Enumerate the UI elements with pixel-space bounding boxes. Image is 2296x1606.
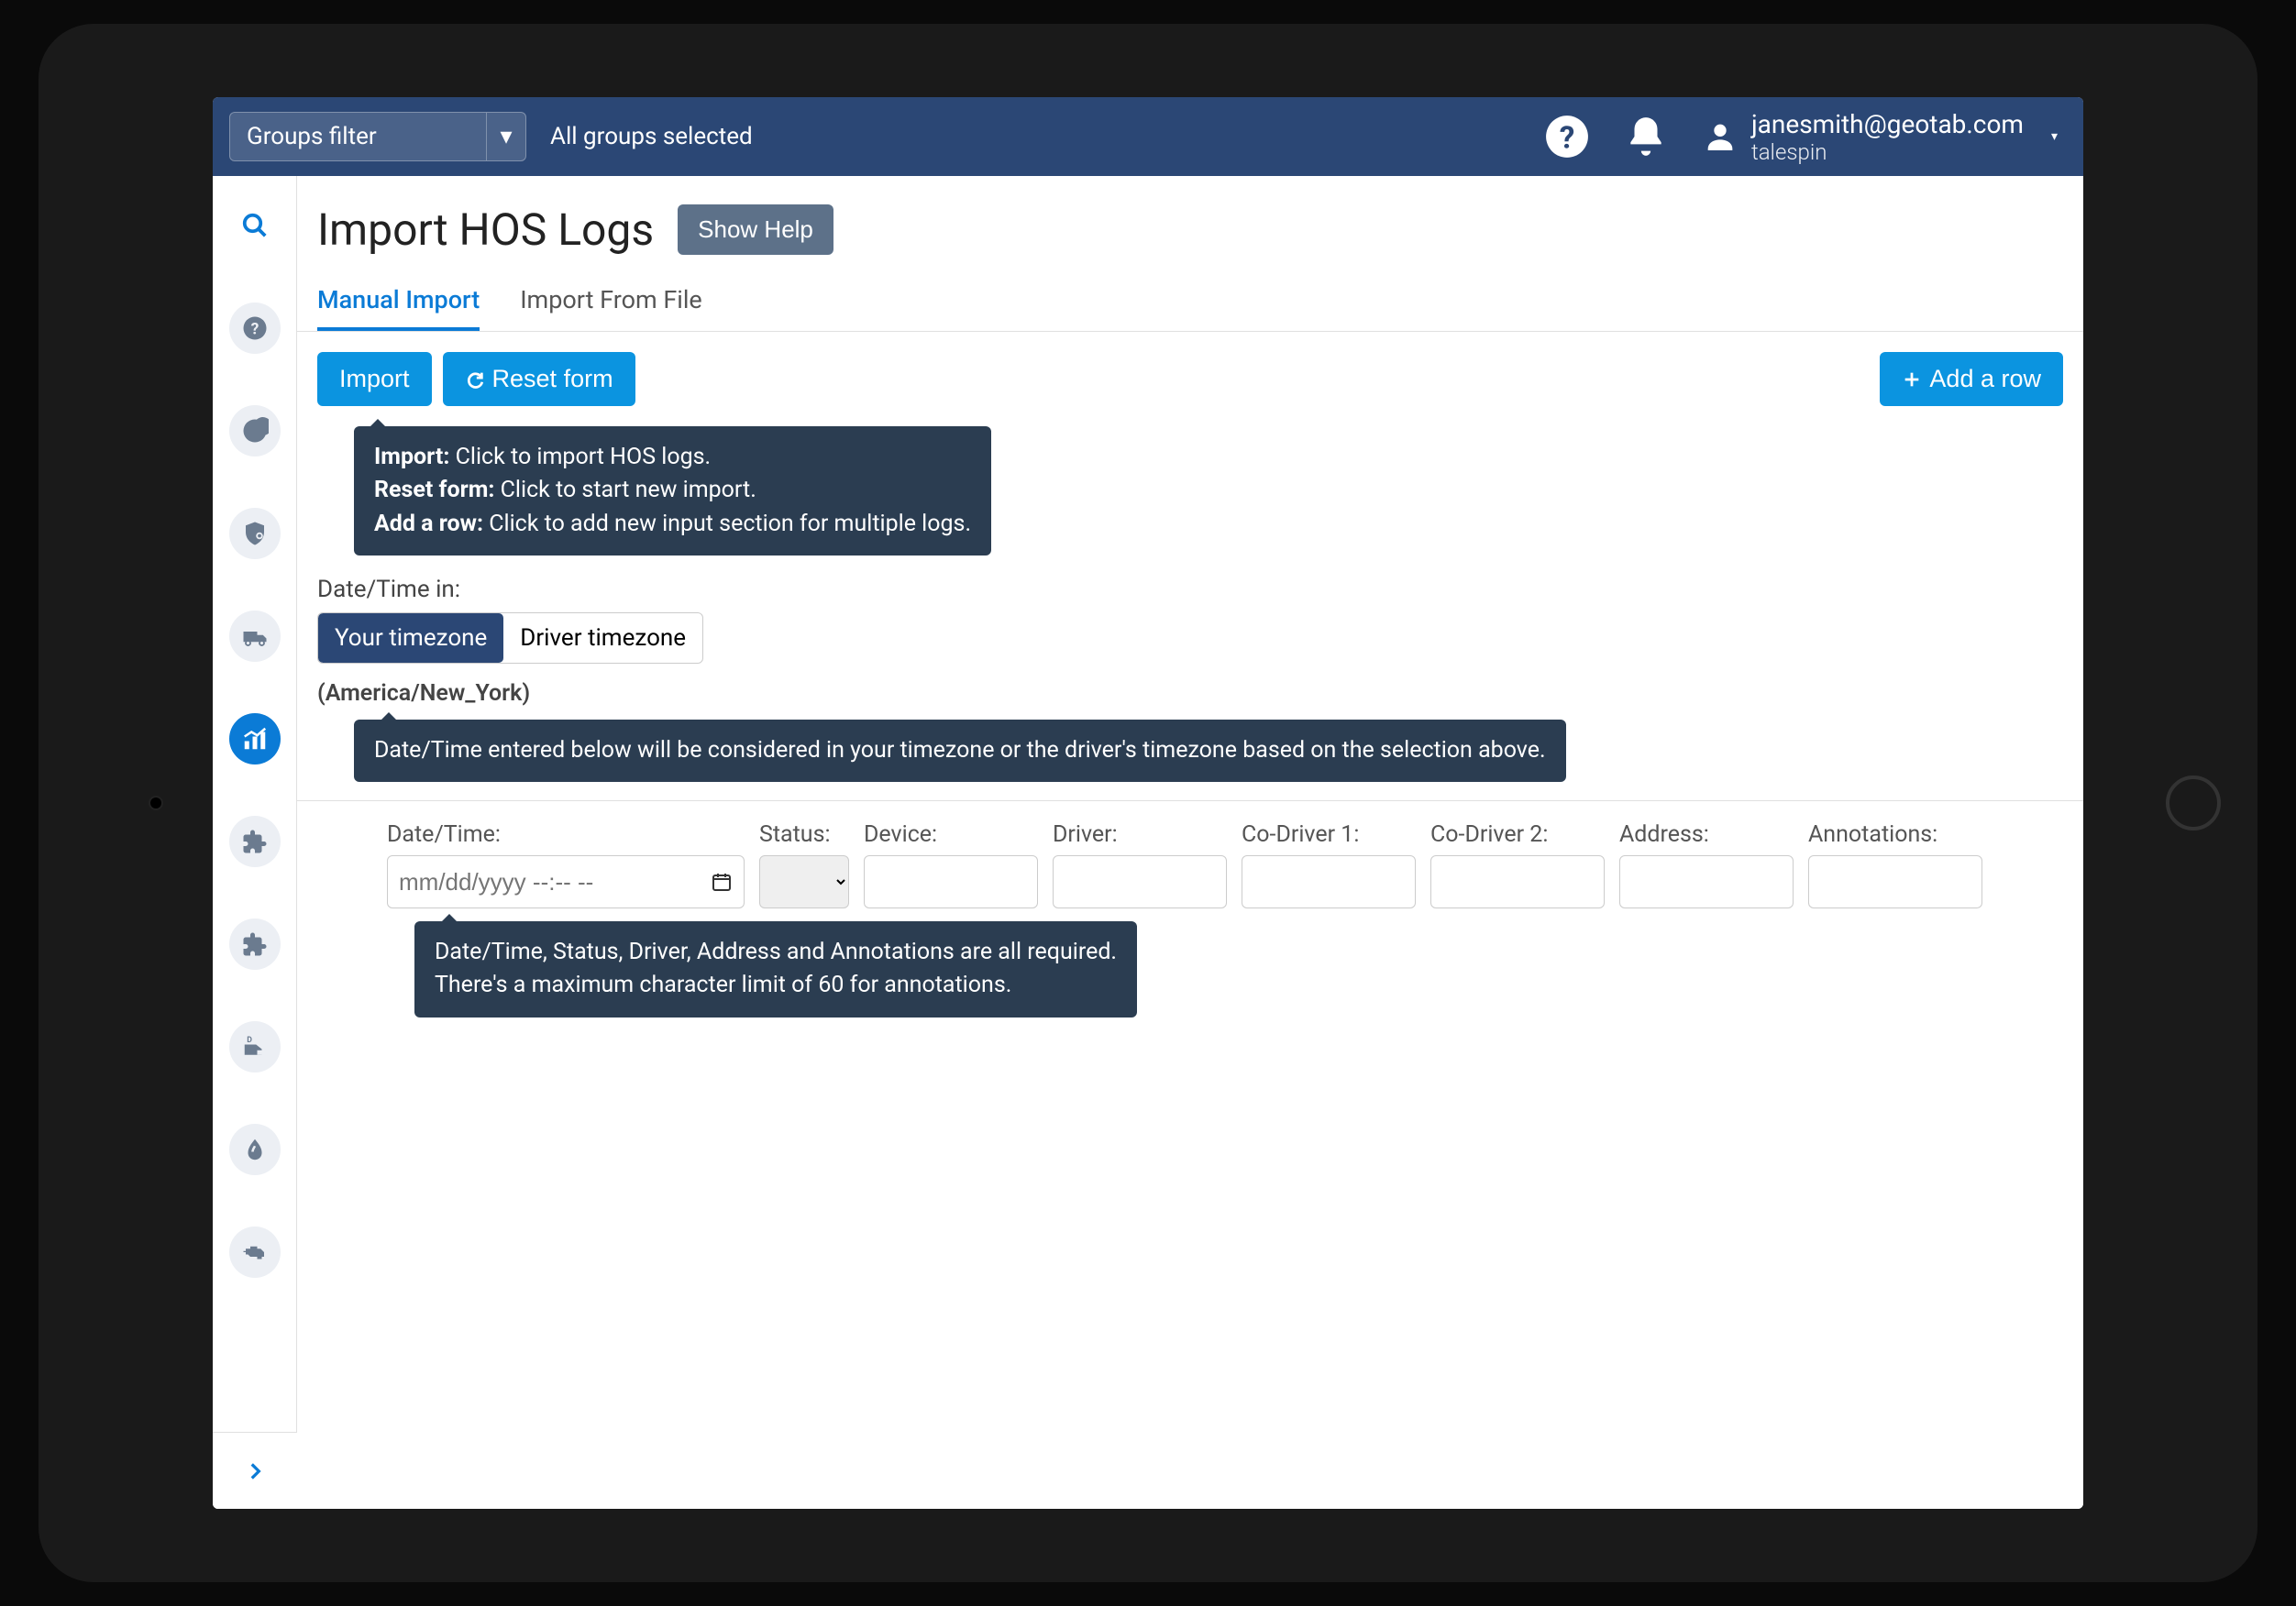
driver-input[interactable] (1053, 855, 1227, 908)
form-help-tooltip: Date/Time, Status, Driver, Address and A… (414, 921, 1137, 1018)
datetime-in-label: Date/Time in: (317, 576, 2083, 603)
groups-filter-dropdown[interactable]: Groups filter ▾ (229, 112, 526, 161)
user-company: talespin (1751, 139, 2024, 165)
nav-device-icon[interactable]: D (229, 1021, 281, 1072)
nav-search-icon[interactable] (229, 200, 281, 251)
timezone-option-your[interactable]: Your timezone (318, 613, 503, 663)
add-row-label: Add a row (1929, 365, 2041, 393)
nav-marketplace-icon[interactable] (229, 918, 281, 970)
all-groups-text: All groups selected (550, 123, 753, 150)
nav-help-icon[interactable]: ? (229, 302, 281, 354)
page-title: Import HOS Logs (317, 204, 654, 256)
nav-reports-icon[interactable] (229, 713, 281, 764)
device-input[interactable] (864, 855, 1038, 908)
log-entry-row: Date/Time: Status: Device: Driver: (297, 801, 2083, 908)
address-label: Address: (1619, 821, 1794, 848)
reset-form-label: Reset form (492, 365, 613, 393)
user-menu[interactable]: janesmith@geotab.com talespin ▾ (1702, 109, 2058, 165)
nav-fleet-icon[interactable] (229, 610, 281, 662)
timezone-toggle: Your timezone Driver timezone (317, 612, 703, 664)
groups-filter-label: Groups filter (230, 113, 487, 160)
driver-label: Driver: (1053, 821, 1227, 848)
reset-form-button[interactable]: Reset form (443, 352, 635, 406)
bell-icon[interactable] (1623, 114, 1669, 160)
timezone-option-driver[interactable]: Driver timezone (503, 613, 702, 663)
import-button[interactable]: Import (317, 352, 432, 406)
nav-addins-icon[interactable] (229, 816, 281, 867)
datetime-input[interactable] (387, 855, 745, 908)
top-bar: Groups filter ▾ All groups selected ? ja… (213, 97, 2083, 176)
plus-icon (1902, 369, 1922, 390)
codriver1-input[interactable] (1242, 855, 1416, 908)
app-screen: Groups filter ▾ All groups selected ? ja… (213, 97, 2083, 1509)
annotations-label: Annotations: (1808, 821, 1982, 848)
refresh-icon (465, 369, 485, 390)
tabs: Manual Import Import From File (297, 272, 2083, 332)
tablet-home-button[interactable] (2166, 776, 2221, 830)
svg-text:?: ? (1560, 121, 1575, 157)
add-row-button[interactable]: Add a row (1880, 352, 2063, 406)
nav-fuel-icon[interactable] (229, 1124, 281, 1175)
device-label: Device: (864, 821, 1038, 848)
svg-text:D: D (247, 1036, 252, 1045)
nav-safety-icon[interactable] (229, 508, 281, 559)
tablet-frame: Groups filter ▾ All groups selected ? ja… (39, 24, 2257, 1582)
side-nav: ? (213, 176, 297, 1509)
codriver2-label: Co-Driver 2: (1430, 821, 1605, 848)
svg-text:?: ? (250, 320, 259, 338)
status-label: Status: (759, 821, 849, 848)
chevron-down-icon: ▾ (2051, 129, 2058, 144)
status-select[interactable] (759, 855, 849, 908)
help-icon[interactable]: ? (1544, 114, 1590, 160)
toolbar-help-tooltip: Import: Click to import HOS logs. Reset … (354, 426, 991, 556)
nav-expand-button[interactable] (213, 1432, 297, 1509)
codriver1-label: Co-Driver 1: (1242, 821, 1416, 848)
tab-manual-import[interactable]: Manual Import (317, 272, 480, 331)
tab-import-from-file[interactable]: Import From File (520, 272, 702, 331)
show-help-button[interactable]: Show Help (678, 204, 833, 255)
datetime-label: Date/Time: (387, 821, 745, 848)
timezone-help-tooltip: Date/Time entered below will be consider… (354, 720, 1566, 782)
tablet-camera (149, 796, 163, 810)
main-content: Import HOS Logs Show Help Manual Import … (297, 176, 2083, 1509)
codriver2-input[interactable] (1430, 855, 1605, 908)
user-icon (1702, 118, 1739, 155)
annotations-input[interactable] (1808, 855, 1982, 908)
nav-engine-icon[interactable] (229, 1226, 281, 1278)
timezone-display: (America/New_York) (317, 680, 2083, 707)
nav-productivity-icon[interactable] (229, 405, 281, 456)
chevron-down-icon: ▾ (487, 113, 525, 160)
user-email: janesmith@geotab.com (1751, 109, 2024, 139)
address-input[interactable] (1619, 855, 1794, 908)
